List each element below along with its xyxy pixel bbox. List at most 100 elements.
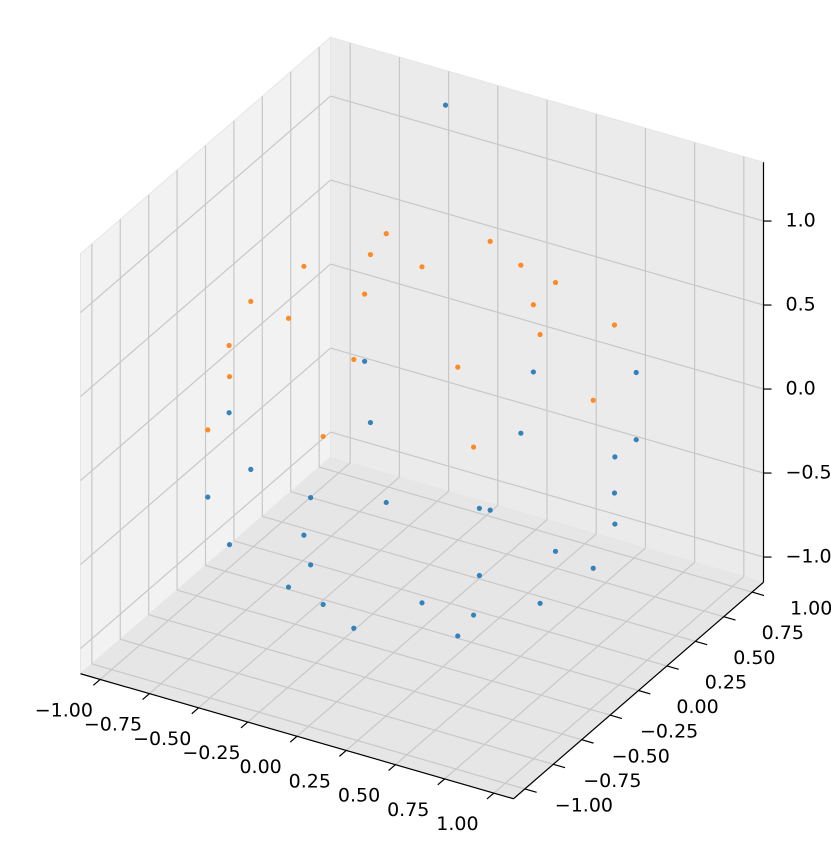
point (612, 454, 618, 460)
tick-mark (695, 640, 708, 646)
tick-mark (388, 764, 396, 772)
x-tick-label: −1.00 (35, 699, 93, 721)
y-tick-label: −0.75 (583, 770, 641, 792)
point (308, 562, 314, 568)
point (455, 633, 461, 639)
point (351, 625, 357, 631)
grid-line (330, 431, 764, 558)
point (285, 315, 292, 321)
y-tick-label: 1.00 (790, 598, 831, 620)
x-tick-label: −0.50 (133, 728, 191, 750)
point (226, 373, 233, 380)
point (470, 612, 477, 618)
z-tick-label: 0.0 (786, 378, 816, 400)
grid-line (80, 431, 331, 650)
x-tick-label: −0.25 (182, 742, 240, 764)
point (383, 231, 389, 237)
point (611, 322, 618, 328)
point (248, 466, 254, 472)
point (612, 521, 618, 527)
point (487, 507, 493, 513)
point (552, 279, 559, 286)
point (537, 331, 543, 338)
y-tick-label: 0.25 (705, 671, 747, 693)
grid-line (80, 179, 331, 398)
point (590, 397, 596, 403)
point (633, 369, 639, 376)
point (470, 444, 477, 450)
tick-mark (437, 778, 446, 786)
tick-mark (142, 693, 150, 700)
z-tick-label: 0.5 (786, 294, 816, 316)
tick-mark (289, 735, 298, 743)
tick-mark (723, 616, 736, 621)
point (226, 410, 232, 416)
grid-line (262, 515, 696, 642)
x-tick-label: 0.75 (387, 799, 429, 821)
point (552, 548, 559, 554)
point (530, 369, 536, 375)
point (518, 430, 524, 436)
point (351, 356, 357, 363)
tick-mark (524, 788, 537, 793)
point (419, 264, 425, 270)
tick-mark (486, 792, 495, 800)
point (590, 565, 596, 571)
tick-mark (666, 665, 679, 670)
tick-mark (553, 763, 566, 769)
point (383, 499, 389, 506)
point (476, 572, 482, 579)
tick-mark (338, 750, 347, 757)
point (226, 342, 232, 349)
y-tick-label: 0.50 (733, 647, 775, 669)
z-tick-label: −1.0 (786, 546, 831, 568)
point (442, 102, 449, 108)
point (362, 291, 368, 297)
point (248, 298, 254, 304)
grid-line (80, 347, 331, 566)
x-tick-label: 0.25 (289, 770, 331, 792)
point (320, 433, 326, 440)
grid-line (176, 589, 611, 716)
tick-mark (240, 721, 249, 729)
point (476, 505, 482, 511)
point (285, 584, 292, 590)
point (530, 302, 536, 308)
x-tick-label: 0.50 (338, 785, 380, 807)
grid-line (120, 638, 554, 765)
tick-mark (92, 678, 101, 686)
z-tick-label: −0.5 (786, 462, 831, 484)
point (308, 495, 314, 501)
point (537, 600, 543, 606)
tick-mark (751, 591, 765, 597)
grid-line (330, 179, 764, 306)
point (367, 251, 374, 258)
point (367, 419, 374, 426)
tick-mark (609, 714, 623, 720)
point (455, 364, 461, 370)
grid-line (330, 347, 764, 474)
y-tick-label: −0.50 (612, 745, 670, 767)
point (205, 494, 211, 500)
x-tick-label: 0.00 (239, 756, 281, 778)
point (320, 601, 326, 608)
point (301, 263, 307, 269)
grid-line (318, 466, 753, 593)
grid-line (91, 663, 526, 790)
grid-line (80, 95, 331, 313)
x-axis-line (80, 673, 514, 800)
y-axis-line (513, 581, 764, 800)
point (362, 358, 368, 364)
point (301, 532, 307, 538)
x-tick-label: 1.00 (436, 813, 478, 835)
point (633, 437, 639, 443)
point (419, 600, 425, 606)
point (205, 427, 211, 433)
y-tick-label: −0.25 (640, 721, 698, 743)
tick-mark (638, 689, 651, 695)
grid-line (148, 614, 582, 741)
z-tick-label: 1.0 (786, 210, 816, 232)
point (518, 262, 524, 268)
grid-line (80, 263, 331, 482)
